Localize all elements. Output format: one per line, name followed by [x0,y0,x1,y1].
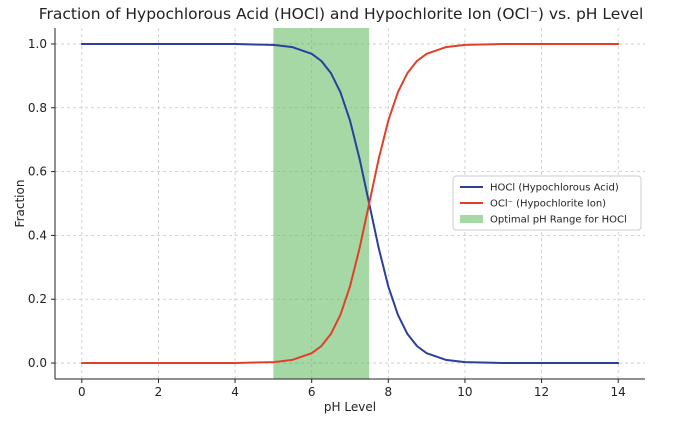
ocl-series-line [80,42,620,365]
legend: HOCl (Hypochlorous Acid) OCl⁻ (Hypochlori… [452,175,642,231]
legend-entry-hocl: HOCl (Hypochlorous Acid) [460,183,619,194]
y-axis-label: Fraction [13,180,27,228]
legend-entry-ocl: OCl⁻ (Hypochlorite Ion) [460,199,606,210]
hocl-series-line [80,42,620,365]
legend-label: Optimal pH Range for HOCl [490,215,627,226]
y-tick-label: 0.0 [28,356,47,370]
series-layer [80,42,620,365]
legend-label: HOCl (Hypochlorous Acid) [490,183,619,194]
x-tick-label: 8 [384,385,392,399]
y-tick-label: 0.4 [28,228,47,242]
legend-label: OCl⁻ (Hypochlorite Ion) [490,199,606,210]
x-tick-label: 10 [457,385,472,399]
axes: 0 2 4 6 8 10 12 14 0.0 0.2 0.4 0.6 0.8 1.0 [28,28,645,399]
x-tick-label: 6 [308,385,316,399]
y-tick-label: 0.2 [28,292,47,306]
legend-patch-swatch [460,215,483,223]
y-tick-label: 0.8 [28,101,47,115]
x-tick-label: 2 [155,385,163,399]
optimal-range-band [273,28,370,379]
chart-title: Fraction of Hypochlorous Acid (HOCl) and… [39,5,644,23]
x-axis-label: pH Level [324,400,376,414]
y-tick-label: 1.0 [28,37,47,51]
legend-box [452,175,642,231]
x-tick-label: 12 [534,385,549,399]
y-tick-label: 0.6 [28,165,47,179]
legend-entry-optimal-range: Optimal pH Range for HOCl [460,215,627,226]
x-tick-label: 0 [78,385,86,399]
shaded-region-layer [273,28,370,379]
x-tick-label: 14 [611,385,626,399]
x-tick-label: 4 [231,385,239,399]
